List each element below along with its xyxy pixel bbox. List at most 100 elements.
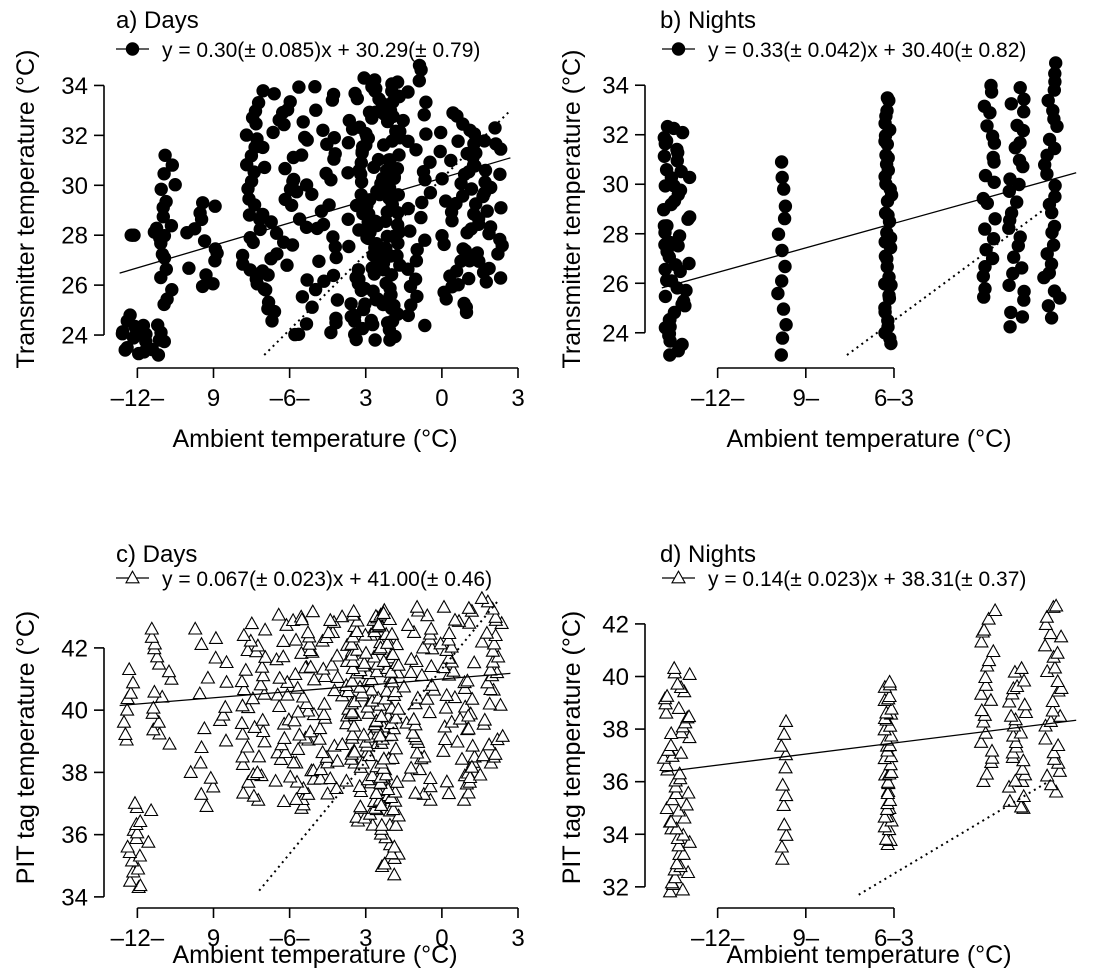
- data-point: [299, 178, 314, 192]
- data-point: [364, 767, 380, 782]
- data-point: [140, 834, 156, 848]
- data-point: [294, 611, 310, 626]
- data-point: [771, 227, 786, 241]
- x-tick-label: 0: [435, 925, 448, 952]
- data-point: [154, 182, 168, 197]
- data-point: [277, 235, 291, 249]
- data-point: [147, 684, 162, 698]
- data-point: [238, 662, 254, 676]
- data-point: [472, 767, 488, 781]
- data-point: [127, 228, 141, 242]
- data-point: [182, 261, 196, 275]
- data-point: [157, 229, 172, 243]
- data-point: [778, 787, 794, 802]
- data-point: [257, 622, 273, 636]
- y-tick-label: 24: [61, 323, 88, 350]
- data-point: [385, 750, 400, 764]
- data-point: [438, 700, 454, 714]
- data-point: [1048, 598, 1064, 612]
- data-point: [878, 831, 894, 845]
- data-point: [123, 685, 139, 699]
- data-point: [234, 673, 250, 688]
- data-point: [330, 669, 346, 683]
- data-point: [410, 243, 424, 257]
- data-point: [1016, 673, 1032, 687]
- x-tick-label: 3: [359, 925, 372, 952]
- data-point: [1046, 238, 1061, 252]
- data-point: [667, 305, 682, 320]
- data-point: [973, 686, 989, 700]
- data-point: [778, 199, 793, 213]
- data-point: [327, 682, 342, 697]
- data-point: [303, 659, 319, 673]
- regression-equation: y = 0.33(± 0.042)x + 30.40(± 0.82): [708, 39, 1026, 62]
- data-point: [199, 798, 214, 812]
- data-point: [334, 609, 350, 623]
- data-point: [255, 668, 271, 682]
- data-point: [669, 821, 684, 835]
- data-point: [470, 246, 484, 260]
- data-point: [474, 634, 490, 648]
- data-point: [144, 621, 160, 635]
- data-point: [1048, 178, 1062, 193]
- data-point: [389, 636, 405, 651]
- y-tick-label: 36: [61, 822, 88, 849]
- y-tick-label: 30: [61, 173, 88, 200]
- data-point: [272, 670, 288, 684]
- regression-equation: y = 0.30(± 0.085)x + 30.29(± 0.79): [162, 39, 480, 62]
- data-point: [495, 728, 511, 742]
- data-point: [777, 211, 792, 226]
- scatter-points: [656, 598, 1069, 898]
- legend-marker: [125, 42, 140, 56]
- reference-line: [263, 109, 512, 356]
- y-tick-label: 32: [61, 123, 88, 150]
- data-point: [316, 123, 330, 138]
- data-point: [235, 248, 250, 263]
- data-point: [682, 256, 696, 271]
- data-point: [269, 226, 284, 240]
- data-point: [218, 733, 234, 747]
- data-point: [147, 636, 163, 650]
- data-point: [1053, 629, 1069, 643]
- data-point: [1039, 609, 1055, 623]
- data-point: [354, 188, 368, 202]
- data-point: [1039, 768, 1055, 782]
- data-point: [676, 846, 692, 860]
- data-point: [410, 289, 424, 304]
- y-tick-label: 42: [602, 611, 629, 638]
- data-point: [662, 884, 678, 898]
- data-point: [199, 268, 213, 282]
- data-point: [363, 682, 379, 696]
- data-point: [117, 726, 133, 740]
- y-axis-title: Transmitter temperature (°C): [558, 50, 586, 369]
- data-point: [474, 590, 490, 604]
- data-point: [348, 86, 362, 101]
- y-axis-title: PIT tag temperature (°C): [12, 611, 40, 885]
- data-point: [253, 677, 269, 691]
- data-point: [977, 669, 993, 684]
- data-point: [482, 261, 496, 276]
- data-point: [235, 785, 251, 799]
- data-point: [116, 714, 132, 728]
- data-point: [217, 699, 233, 713]
- data-point: [327, 131, 341, 145]
- data-point: [208, 630, 224, 644]
- panel-title: a) Days: [116, 7, 199, 34]
- data-point: [659, 163, 674, 177]
- data-point: [675, 337, 689, 352]
- data-point: [339, 773, 354, 787]
- data-point: [203, 770, 219, 784]
- data-point: [423, 778, 438, 793]
- data-point: [278, 744, 294, 759]
- data-point: [391, 218, 405, 232]
- data-point: [329, 753, 345, 767]
- x-axis-title: Ambient temperature (°C): [172, 941, 457, 969]
- data-point: [441, 785, 457, 800]
- x-tick-label: –6–: [270, 385, 311, 412]
- data-point: [219, 674, 234, 688]
- data-point: [776, 797, 792, 811]
- data-point: [300, 703, 316, 717]
- data-point: [444, 153, 458, 168]
- data-point: [485, 643, 501, 657]
- data-point: [356, 727, 372, 741]
